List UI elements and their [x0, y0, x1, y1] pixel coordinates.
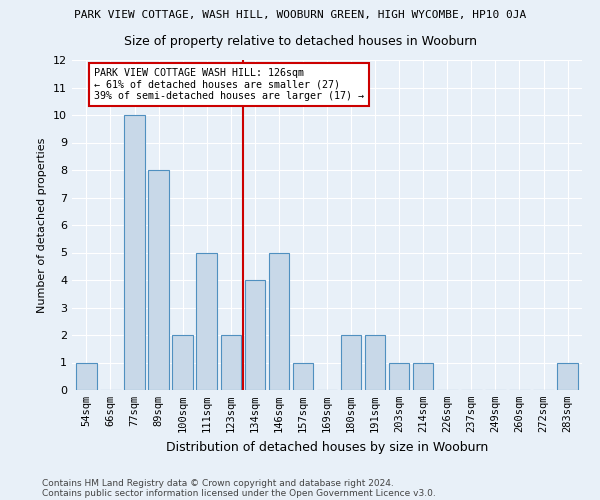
Bar	[148, 170, 169, 390]
X-axis label: Distribution of detached houses by size in Wooburn: Distribution of detached houses by size …	[166, 440, 488, 454]
Text: PARK VIEW COTTAGE, WASH HILL, WOOBURN GREEN, HIGH WYCOMBE, HP10 0JA: PARK VIEW COTTAGE, WASH HILL, WOOBURN GR…	[74, 10, 526, 20]
Bar	[196, 252, 217, 390]
Bar	[365, 335, 385, 390]
Bar	[221, 335, 241, 390]
Bar	[76, 362, 97, 390]
Bar	[557, 362, 578, 390]
Text: Size of property relative to detached houses in Wooburn: Size of property relative to detached ho…	[124, 35, 476, 48]
Bar	[269, 252, 289, 390]
Bar	[172, 335, 193, 390]
Bar	[245, 280, 265, 390]
Text: PARK VIEW COTTAGE WASH HILL: 126sqm
← 61% of detached houses are smaller (27)
39: PARK VIEW COTTAGE WASH HILL: 126sqm ← 61…	[94, 68, 364, 102]
Text: Contains public sector information licensed under the Open Government Licence v3: Contains public sector information licen…	[42, 488, 436, 498]
Bar	[341, 335, 361, 390]
Text: Contains HM Land Registry data © Crown copyright and database right 2024.: Contains HM Land Registry data © Crown c…	[42, 478, 394, 488]
Bar	[293, 362, 313, 390]
Y-axis label: Number of detached properties: Number of detached properties	[37, 138, 47, 312]
Bar	[389, 362, 409, 390]
Bar	[413, 362, 433, 390]
Bar	[124, 115, 145, 390]
